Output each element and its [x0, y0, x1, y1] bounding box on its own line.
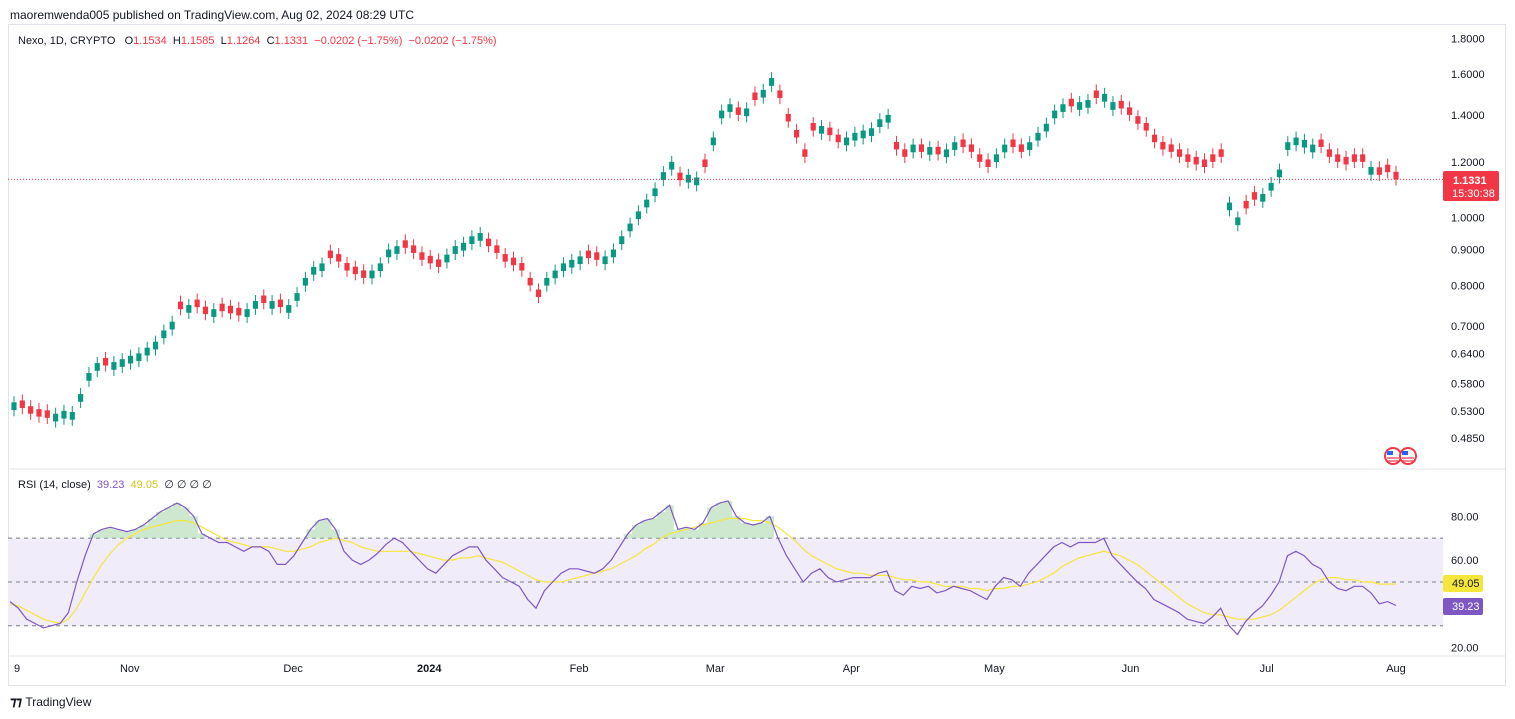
publisher-line: maoremwenda005 published on TradingView.… [10, 8, 415, 22]
open-label: O [124, 35, 134, 47]
close-label: C [266, 35, 275, 47]
symbol-legend: Nexo, 1D, CRYPTO O1.1534 H1.1585 L1.1264… [18, 35, 497, 47]
rsi-ma-value: 49.05 [130, 479, 159, 491]
chart-frame [8, 24, 1506, 686]
rsi-value: 39.23 [96, 479, 125, 491]
high-label: H [172, 35, 181, 47]
close-value: 1.1331 [274, 35, 309, 47]
tradingview-logo-icon[interactable]: ⁊⁊ [10, 694, 22, 709]
rsi-legend: RSI (14, close) 39.23 49.05 ∅ ∅ ∅ ∅ [18, 478, 212, 491]
rsi-title[interactable]: RSI (14, close) [18, 479, 91, 491]
rsi-extras: ∅ ∅ ∅ ∅ [164, 479, 212, 491]
high-value: 1.1585 [180, 35, 215, 47]
open-value: 1.1534 [133, 35, 167, 47]
footer-brand[interactable]: TradingView [25, 695, 92, 709]
low-value: 1.1264 [226, 35, 261, 47]
low-label: L [220, 35, 227, 47]
symbol-name[interactable]: Nexo, 1D, CRYPTO [18, 35, 116, 47]
footer: ⁊⁊ TradingView [10, 694, 91, 710]
change-value-2: −0.0202 (−1.75%) [408, 35, 497, 47]
change-value: −0.0202 (−1.75%) [314, 35, 403, 47]
